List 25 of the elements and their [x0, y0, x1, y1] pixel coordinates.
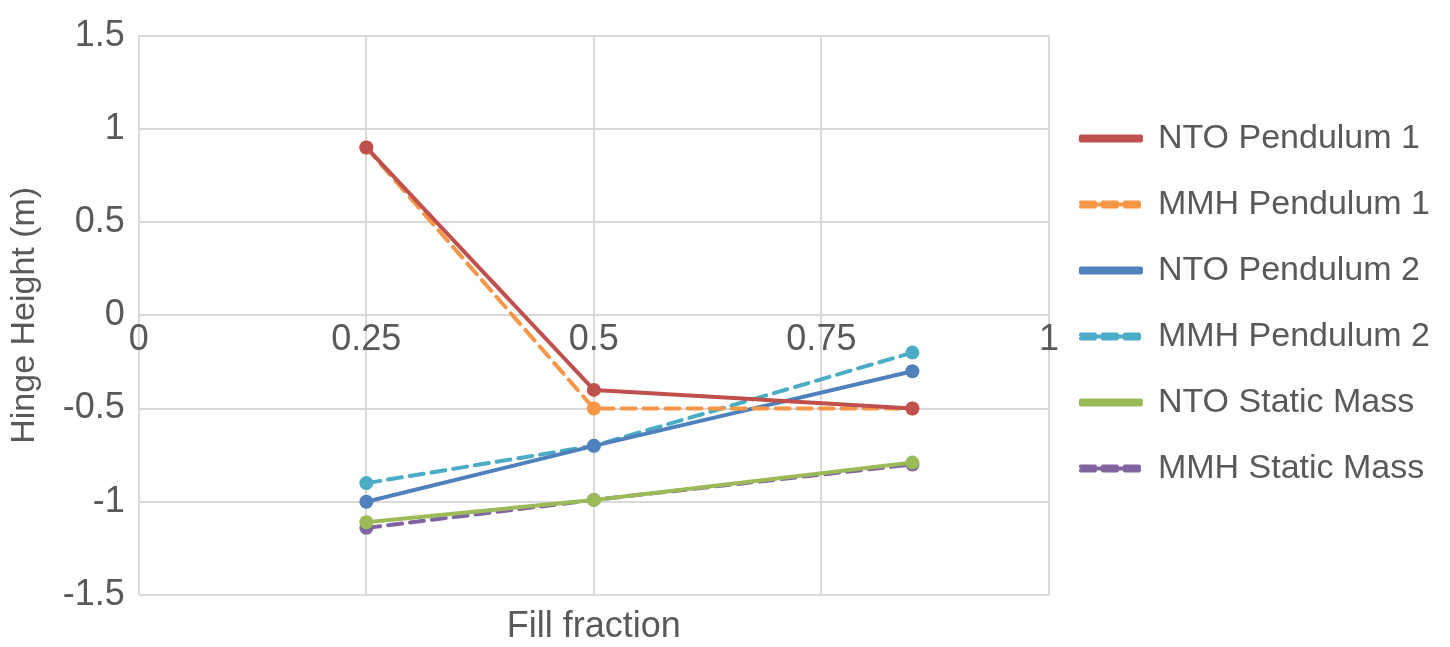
x-tick-label: 0.75	[786, 316, 857, 358]
x-tick-label: 0.5	[568, 316, 619, 358]
point	[359, 494, 374, 509]
point	[905, 345, 920, 360]
point	[905, 364, 920, 379]
y-tick-label: 1	[104, 105, 125, 147]
y-axis-title: Hinge Height (m)	[2, 186, 41, 444]
point	[586, 401, 601, 416]
point	[359, 476, 374, 491]
y-tick-label: -1.5	[62, 571, 125, 613]
y-tick-label: -1	[92, 478, 125, 520]
legend-label: NTO Pendulum 2	[1157, 248, 1420, 287]
y-tick-label: 1.5	[74, 12, 125, 54]
point	[359, 515, 374, 530]
legend-label: NTO Static Mass	[1157, 380, 1415, 419]
legend-label: NTO Pendulum 1	[1157, 116, 1420, 155]
y-tick-label: 0.5	[74, 198, 125, 240]
legend-label: MMH Pendulum 1	[1157, 182, 1431, 221]
x-tick-label: 1	[1038, 316, 1059, 358]
point	[586, 382, 601, 397]
x-axis-title: Fill fraction	[506, 603, 681, 645]
x-tick-label: 0.25	[331, 316, 402, 358]
legend-label: MMH Static Mass	[1157, 446, 1425, 485]
y-tick-label: -0.5	[62, 385, 125, 427]
legend-label: MMH Pendulum 2	[1157, 314, 1431, 353]
